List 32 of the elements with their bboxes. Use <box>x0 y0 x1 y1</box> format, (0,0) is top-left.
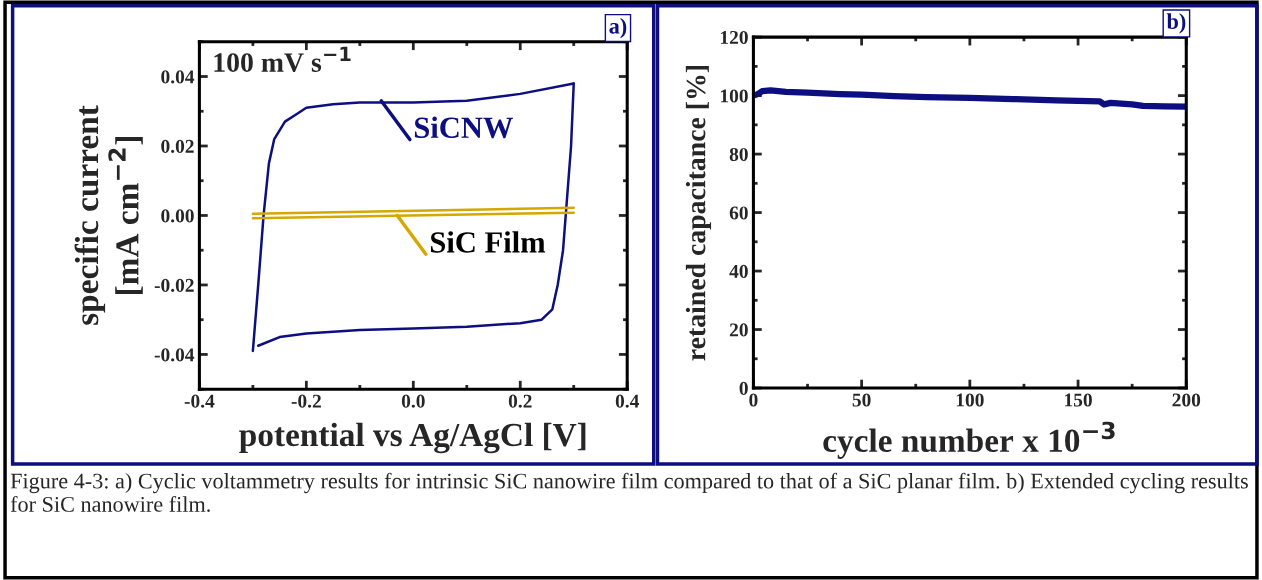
x-axis-title: cycle number x 10$^{−3}$ <box>823 421 1115 459</box>
y-tick-label: 100 <box>720 89 748 103</box>
y-tick-label: 40 <box>729 264 748 278</box>
chart-title: b) <box>1166 13 1186 34</box>
x-tick-label: 150 <box>1065 393 1092 407</box>
y-tick-label: 0.00 <box>161 209 194 223</box>
x-axis-title: potential vs Ag/AgCl [V] <box>239 422 586 454</box>
x-tick-label: -0.2 <box>291 394 321 408</box>
y-tick-label: 0.02 <box>161 139 194 154</box>
y-tick-label: 0.04 <box>161 70 195 84</box>
x-tick-label: 0.0 <box>401 394 425 408</box>
y-axis-title: specific current [mA cm$^{−2}$] <box>74 105 143 325</box>
y-tick-label: 80 <box>729 147 748 162</box>
y-tick-label: 20 <box>729 323 748 337</box>
x-tick-label: 0 <box>749 393 758 407</box>
y-tick-label: -0.02 <box>154 278 194 292</box>
x-tick-label: -0.4 <box>184 394 215 408</box>
annotation: 100 mV s$^{−1}$ <box>214 46 351 73</box>
annotation: SiC Film <box>430 231 546 253</box>
x-tick-label: 50 <box>852 393 871 407</box>
y-axis-title: retained capacitance [%] <box>685 66 712 361</box>
x-tick-label: 0.2 <box>508 394 532 408</box>
annotation: SiCNW <box>414 116 513 139</box>
y-tick-label: 120 <box>720 30 748 45</box>
y-tick-label: -0.04 <box>154 348 195 362</box>
y-tick-label: 0 <box>739 381 748 395</box>
chart-title: a) <box>609 18 627 39</box>
caption: Figure 4-3: a) Cyclic voltammetry results for intrinsic SiC nanowire film compared to that of a SiC planar film. b) Extended cycling results for SiC nanowire film. <box>10 472 1248 512</box>
x-tick-label: 0.4 <box>615 394 640 408</box>
x-tick-label: 100 <box>956 393 984 407</box>
x-tick-label: 200 <box>1172 393 1201 407</box>
y-tick-label: 60 <box>729 206 748 220</box>
